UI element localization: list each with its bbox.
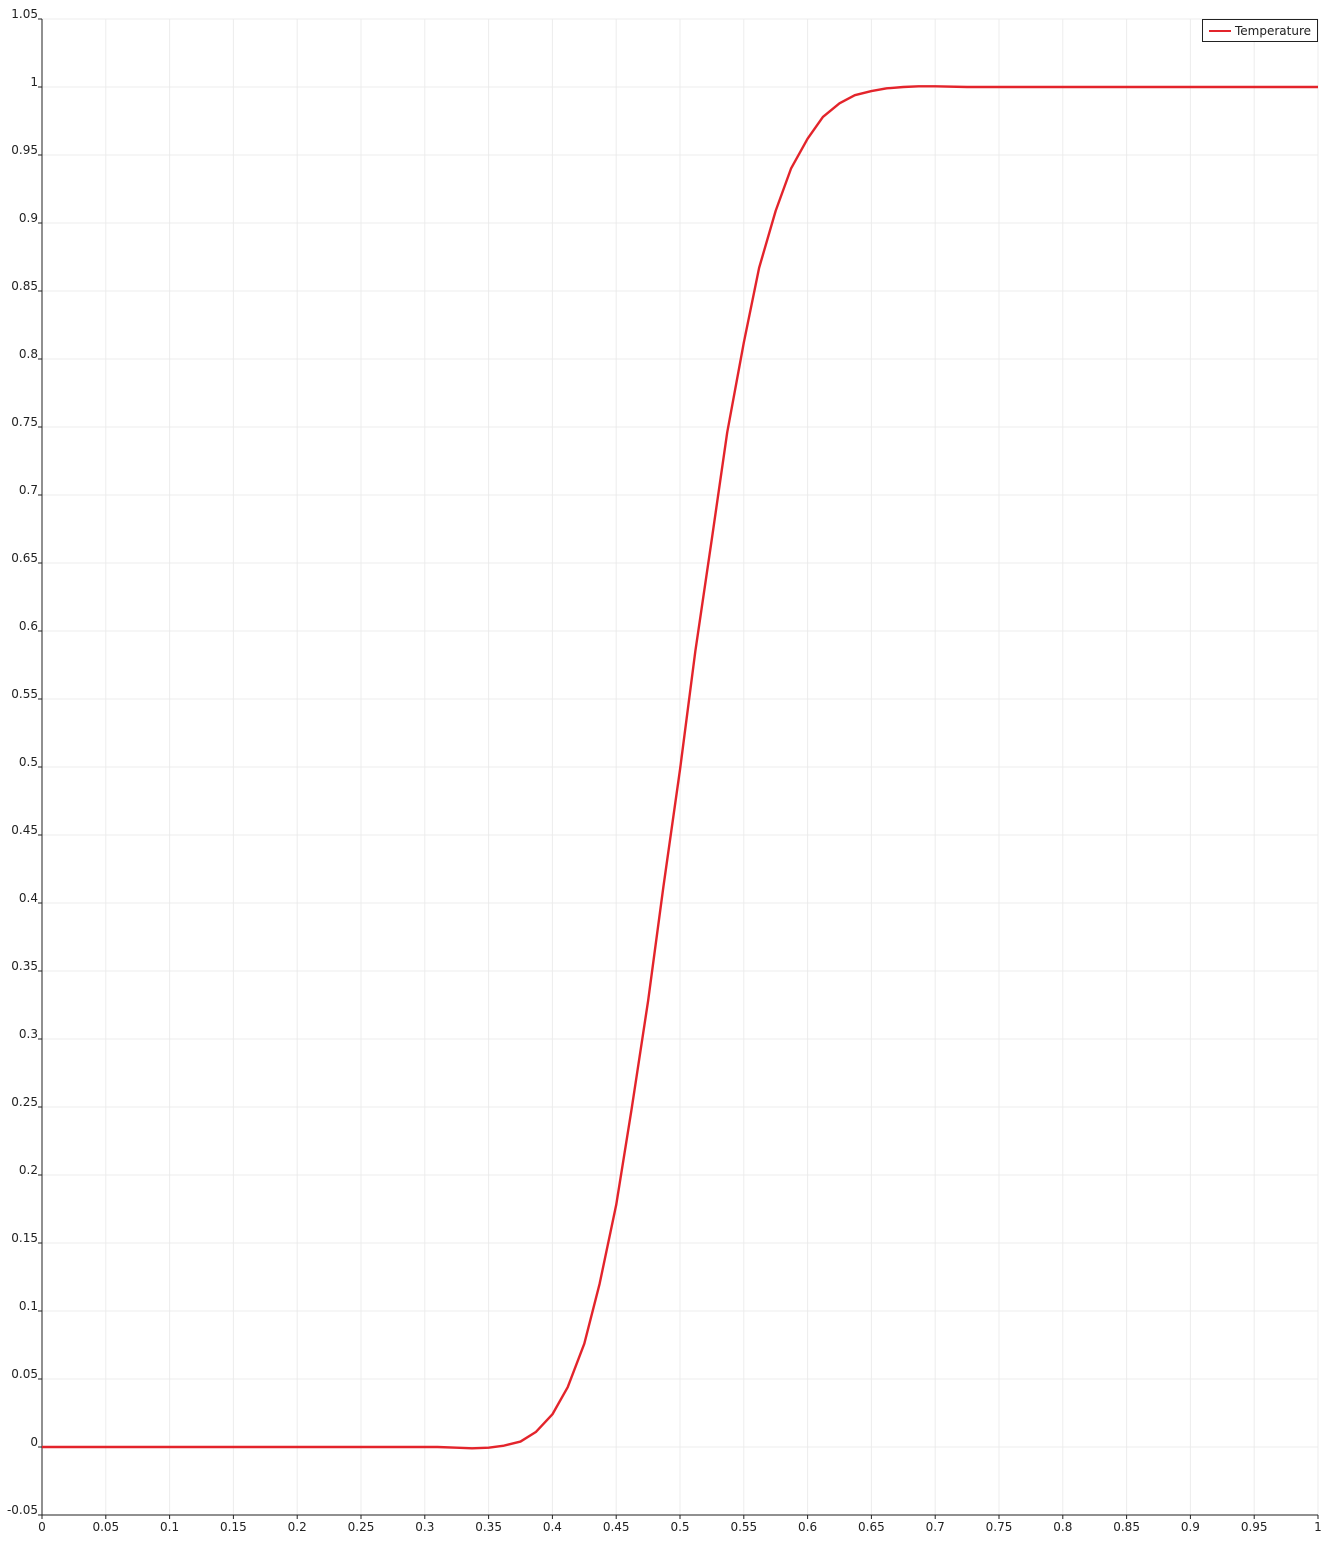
y-tick-label: 0.45	[11, 823, 38, 837]
y-tick-label: 1	[30, 75, 38, 89]
x-tick-label: 0.7	[926, 1520, 945, 1534]
x-tick-label: 0.95	[1241, 1520, 1268, 1534]
x-tick-label: 0.05	[92, 1520, 119, 1534]
y-tick-label: 0.6	[19, 619, 38, 633]
x-tick-label: 0.6	[798, 1520, 817, 1534]
y-tick-label: 0.15	[11, 1231, 38, 1245]
y-tick-label: 0.85	[11, 279, 38, 293]
axes	[38, 18, 1319, 1519]
y-tick-label: 0.9	[19, 211, 38, 225]
y-tick-label: -0.05	[7, 1503, 38, 1517]
gridlines	[41, 18, 1319, 1516]
series-line-temperature	[42, 85, 1318, 1450]
y-tick-label: 0.4	[19, 891, 38, 905]
x-tick-label: 0.3	[415, 1520, 434, 1534]
x-tick-label: 0.35	[475, 1520, 502, 1534]
legend: Temperature	[1201, 19, 1318, 42]
x-tick-label: 0.2	[288, 1520, 307, 1534]
series-lines	[42, 85, 1318, 1450]
y-tick-label: 0.8	[19, 347, 38, 361]
x-tick-label: 0	[38, 1520, 46, 1534]
x-tick-label: 1	[1314, 1520, 1322, 1534]
tick-labels: -0.0500.050.10.150.20.250.30.350.40.450.…	[7, 7, 1322, 1534]
x-tick-label: 0.9	[1181, 1520, 1200, 1534]
x-tick-label: 0.15	[220, 1520, 247, 1534]
y-tick-label: 0.75	[11, 415, 38, 429]
legend-label-temperature: Temperature	[1234, 23, 1311, 38]
y-tick-label: 0.95	[11, 143, 38, 157]
y-tick-label: 0.7	[19, 483, 38, 497]
y-tick-label: 1.05	[11, 7, 38, 21]
x-tick-label: 0.65	[858, 1520, 885, 1534]
x-tick-label: 0.25	[348, 1520, 375, 1534]
x-tick-label: 0.4	[543, 1520, 562, 1534]
x-tick-label: 0.45	[603, 1520, 630, 1534]
y-tick-label: 0.3	[19, 1027, 38, 1041]
legend-swatch-temperature	[1208, 29, 1231, 32]
x-tick-label: 0.85	[1113, 1520, 1140, 1534]
y-tick-label: 0.25	[11, 1095, 38, 1109]
y-tick-label: 0.55	[11, 687, 38, 701]
x-tick-label: 0.1	[160, 1520, 179, 1534]
y-tick-label: 0.65	[11, 551, 38, 565]
x-tick-label: 0.75	[986, 1520, 1013, 1534]
x-tick-label: 0.8	[1053, 1520, 1072, 1534]
x-tick-label: 0.5	[670, 1520, 689, 1534]
y-tick-label: 0	[30, 1435, 38, 1449]
x-tick-label: 0.55	[730, 1520, 757, 1534]
y-tick-label: 0.2	[19, 1163, 38, 1177]
y-tick-label: 0.1	[19, 1299, 38, 1313]
y-tick-label: 0.05	[11, 1367, 38, 1381]
y-tick-label: 0.5	[19, 755, 38, 769]
y-tick-label: 0.35	[11, 959, 38, 973]
